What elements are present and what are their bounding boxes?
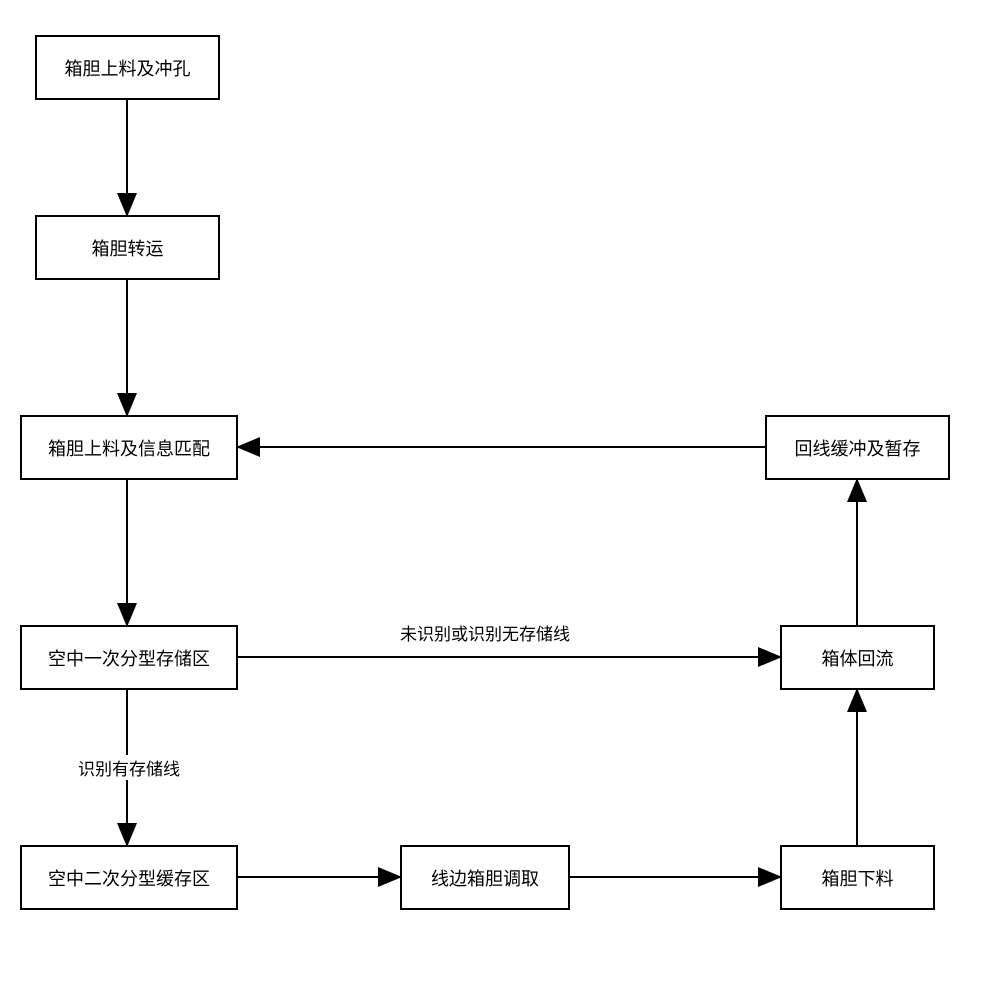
flowchart-container: 箱胆上料及冲孔 箱胆转运 箱胆上料及信息匹配 空中一次分型存储区 空中二次分型缓… — [0, 0, 995, 1000]
edge-label: 识别有存储线 — [78, 755, 180, 780]
node-secondary-sorting-buffer: 空中二次分型缓存区 — [20, 845, 238, 910]
node-unloading: 箱胆下料 — [780, 845, 935, 910]
node-label: 回线缓冲及暂存 — [795, 435, 921, 461]
node-label: 箱胆下料 — [822, 865, 894, 891]
node-label: 空中一次分型存储区 — [48, 645, 210, 671]
node-transfer: 箱胆转运 — [35, 215, 220, 280]
node-box-reflow: 箱体回流 — [780, 625, 935, 690]
node-label: 箱胆上料及冲孔 — [65, 55, 191, 81]
node-line-side-retrieval: 线边箱胆调取 — [400, 845, 570, 910]
node-label: 线边箱胆调取 — [431, 865, 539, 891]
node-return-buffer-storage: 回线缓冲及暂存 — [765, 415, 950, 480]
node-label: 箱胆上料及信息匹配 — [48, 435, 210, 461]
node-loading-punching: 箱胆上料及冲孔 — [35, 35, 220, 100]
node-loading-info-match: 箱胆上料及信息匹配 — [20, 415, 238, 480]
node-primary-sorting-storage: 空中一次分型存储区 — [20, 625, 238, 690]
edge-label: 未识别或识别无存储线 — [400, 620, 570, 645]
node-label: 箱胆转运 — [92, 235, 164, 261]
node-label: 箱体回流 — [822, 645, 894, 671]
node-label: 空中二次分型缓存区 — [48, 865, 210, 891]
